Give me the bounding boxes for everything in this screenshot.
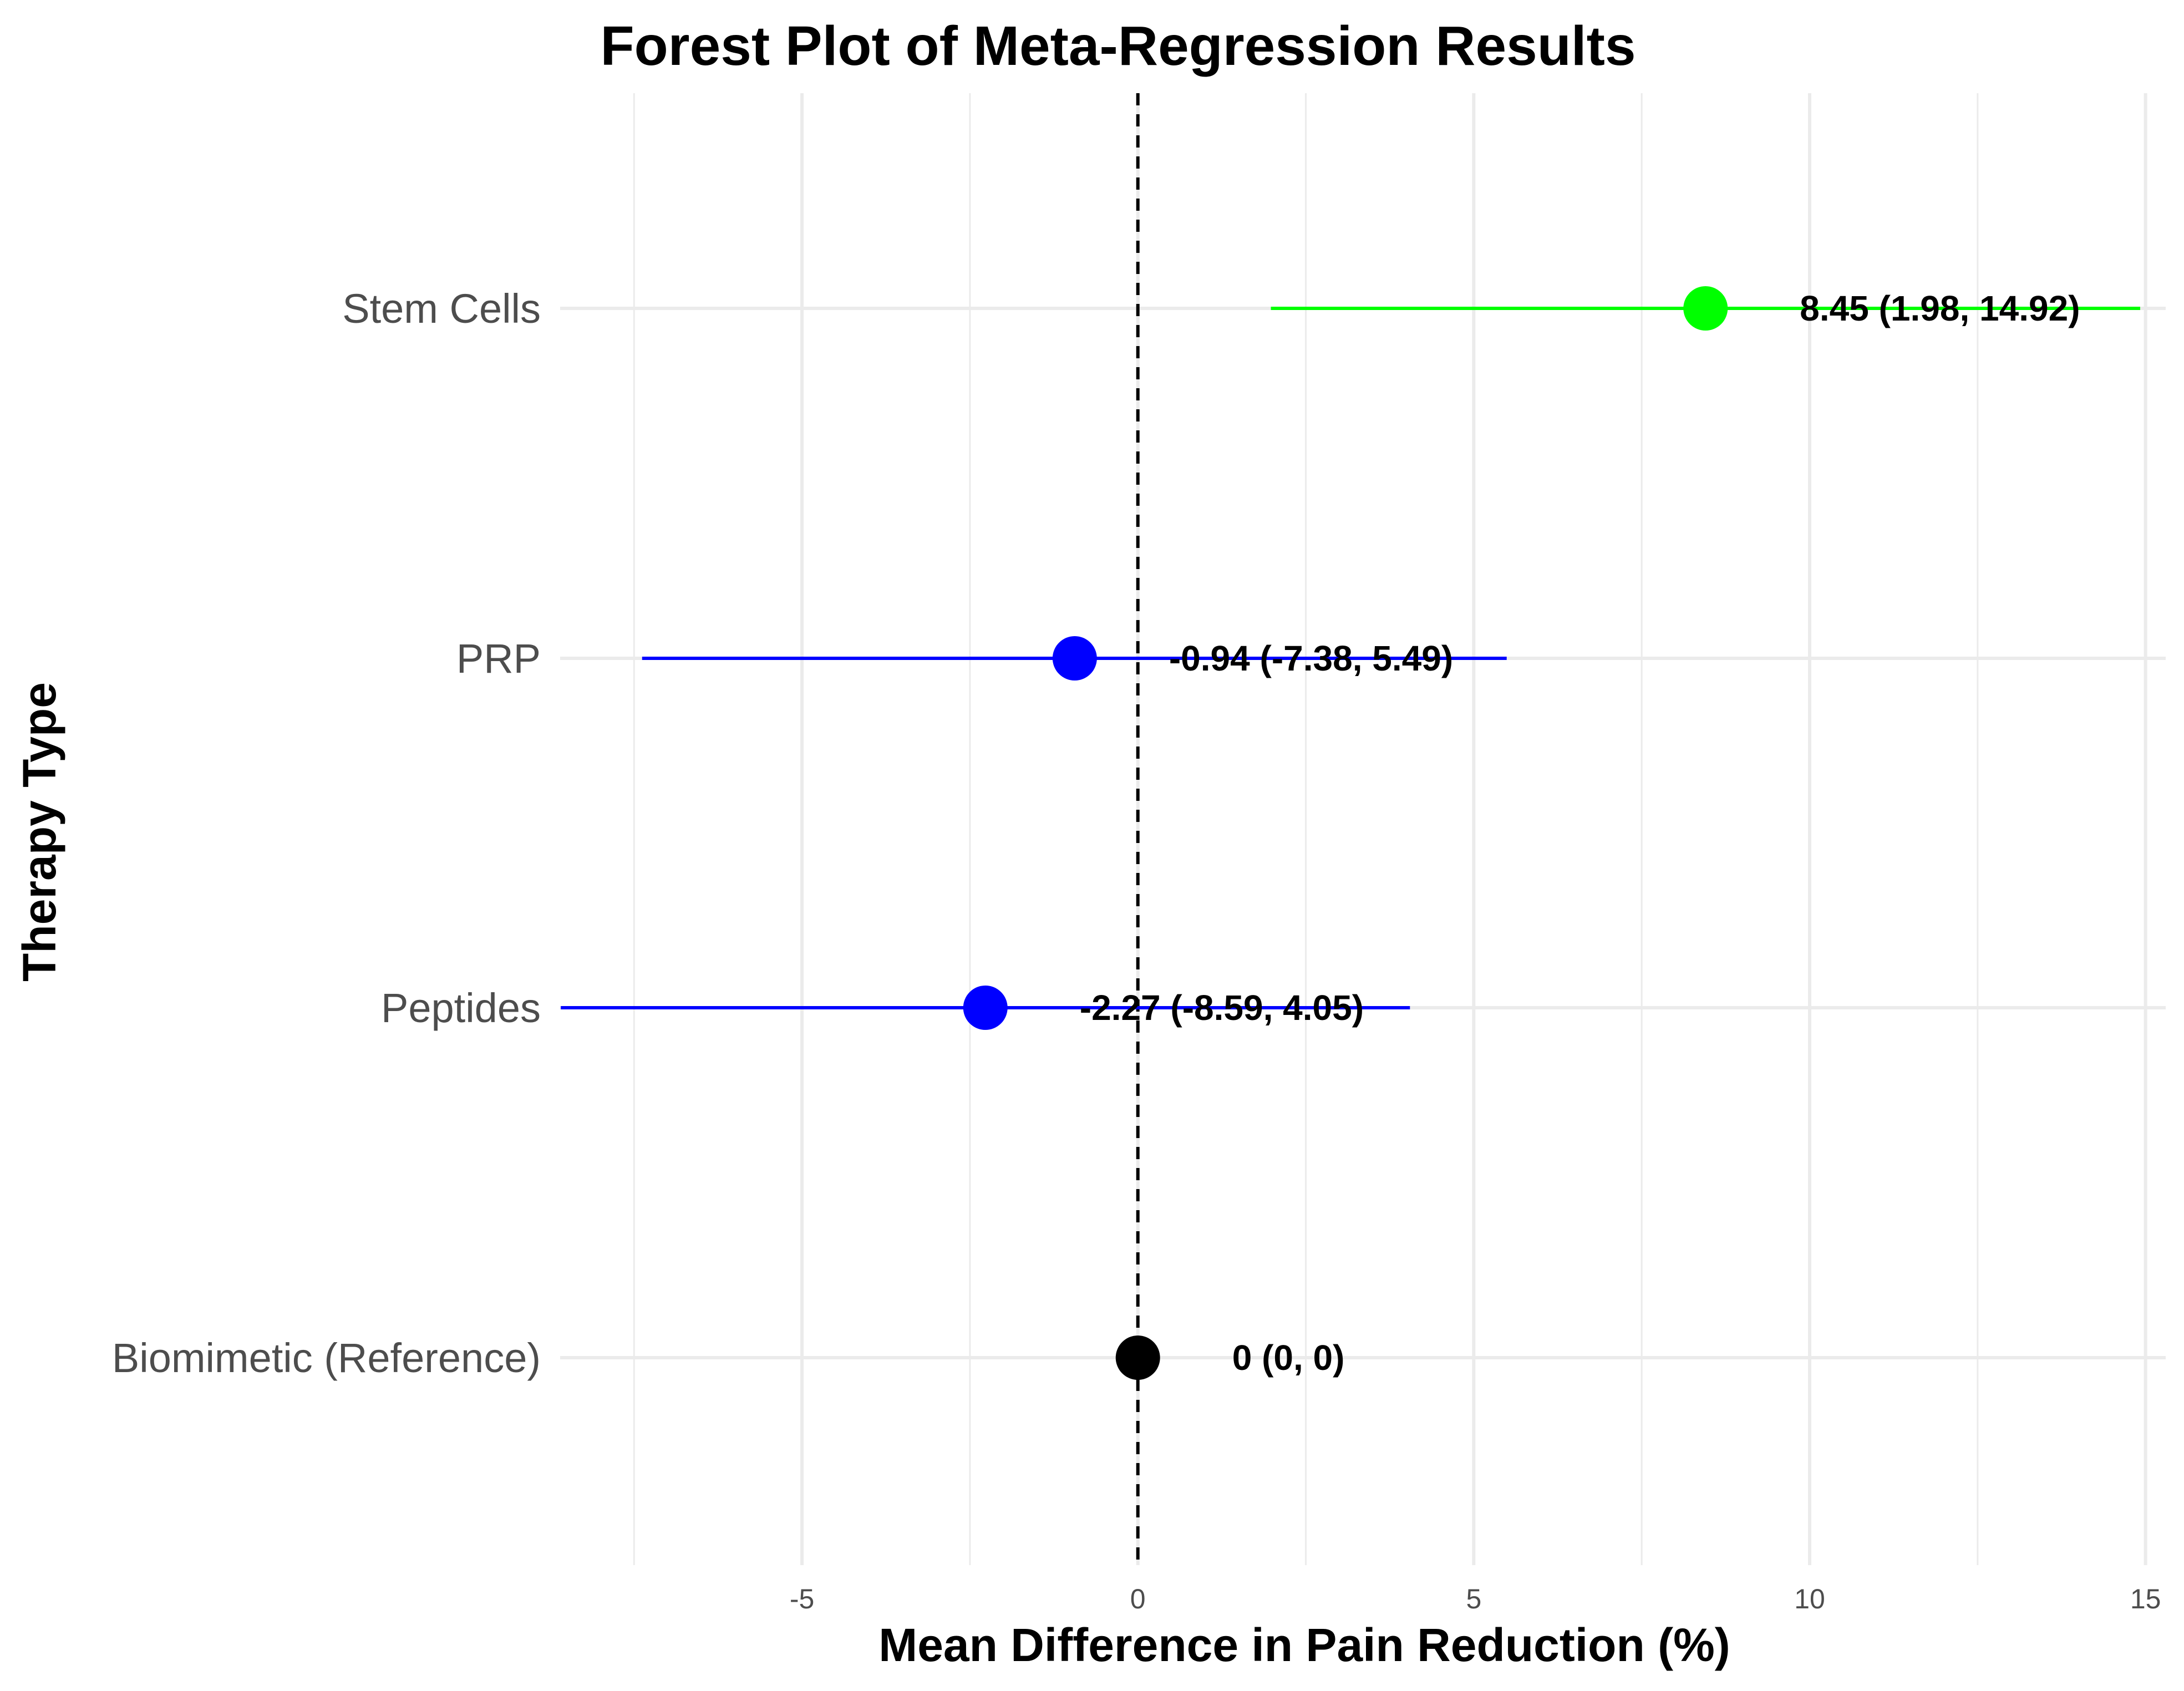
y-tick-label-stem-cells: Stem Cells xyxy=(342,286,541,332)
x-tick-label: -5 xyxy=(790,1583,814,1614)
point-estimate-stem-cells xyxy=(1683,286,1728,331)
y-axis-tick-labels: Biomimetic (Reference) Peptides PRP Stem Ce… xyxy=(112,286,541,1381)
point-estimate-prp xyxy=(1052,636,1097,681)
y-tick-label-prp: PRP xyxy=(456,636,541,682)
point-estimate-peptides xyxy=(963,986,1008,1030)
y-axis-title: Therapy Type xyxy=(13,682,65,982)
x-tick-label: 10 xyxy=(1794,1583,1825,1614)
x-tick-label: 5 xyxy=(1466,1583,1481,1614)
estimate-label-peptides: -2.27 (-8.59, 4.05) xyxy=(1080,988,1364,1028)
x-axis-tick-labels: -5 0 5 10 15 xyxy=(790,1583,2161,1614)
point-estimates xyxy=(963,286,1728,1380)
estimate-label-stem-cells: 8.45 (1.98, 14.92) xyxy=(1800,288,2080,328)
y-tick-label-peptides: Peptides xyxy=(381,985,541,1031)
chart-title: Forest Plot of Meta-Regression Results xyxy=(601,15,1636,77)
point-estimate-biomimetic-reference xyxy=(1115,1335,1160,1380)
y-tick-label-biomimetic-reference: Biomimetic (Reference) xyxy=(112,1335,541,1381)
x-axis-title: Mean Difference in Pain Reduction (%) xyxy=(878,1619,1730,1671)
x-tick-label: 0 xyxy=(1130,1583,1146,1614)
estimate-labels: 0 (0, 0) -2.27 (-8.59, 4.05) -0.94 (-7.38,… xyxy=(1080,288,2080,1378)
x-tick-label: 15 xyxy=(2130,1583,2161,1614)
estimate-label-biomimetic-reference: 0 (0, 0) xyxy=(1232,1338,1345,1378)
estimate-label-prp: -0.94 (-7.38, 5.49) xyxy=(1169,638,1453,678)
